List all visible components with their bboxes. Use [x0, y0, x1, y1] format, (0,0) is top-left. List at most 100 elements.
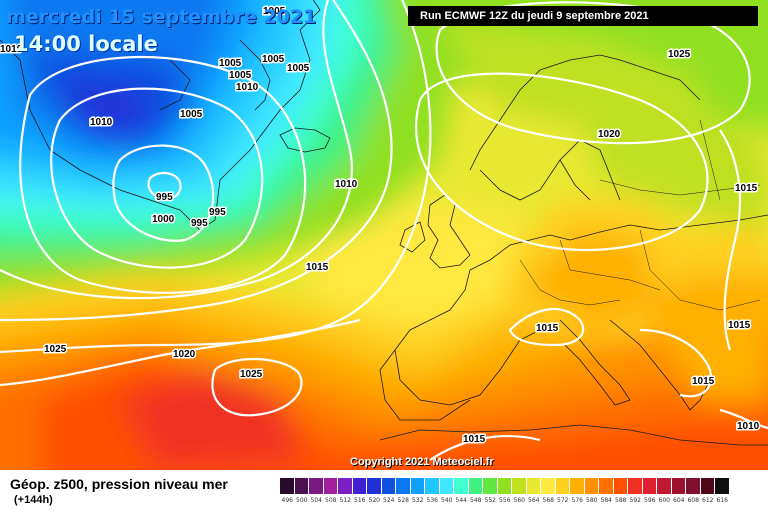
isobar-label: 1025	[668, 49, 691, 60]
isobar-label: 1000	[152, 214, 175, 225]
color-scale-labels: 496 500 504 508 512 516 520 524 528 532 536 540 544 5…	[280, 497, 730, 507]
geopotential-field	[0, 0, 768, 470]
color-scale-label: 588	[615, 497, 627, 504]
isobars	[0, 0, 768, 460]
color-swatch	[468, 478, 483, 494]
color-swatch	[526, 478, 541, 494]
color-swatch	[512, 478, 527, 494]
color-swatch	[309, 478, 324, 494]
color-swatch	[367, 478, 382, 494]
legend-bar: Géop. z500, pression niveau mer (+144h) …	[0, 470, 768, 512]
color-scale-label: 616	[716, 497, 728, 504]
color-swatch	[338, 478, 353, 494]
isobar-label: 1015	[306, 262, 329, 273]
isobar-label: 995	[156, 192, 173, 203]
color-scale-label: 580	[586, 497, 598, 504]
isobar-label: 1005	[263, 6, 286, 17]
color-swatch	[715, 478, 730, 494]
map-canvas: 1005 1005 1005 1005 1005 1010 1010 1010 …	[0, 0, 768, 470]
isobar-label: 995	[209, 207, 226, 218]
isobar-label: 1015	[728, 320, 751, 331]
isobar-label: 1020	[598, 129, 621, 140]
color-scale-label: 540	[441, 497, 453, 504]
color-swatch	[483, 478, 498, 494]
color-swatch	[570, 478, 585, 494]
isobar-label: 1015	[536, 323, 559, 334]
isobar-label: 1015	[735, 183, 758, 194]
isobar-label: 1005	[180, 109, 203, 120]
color-scale-label: 512	[339, 497, 351, 504]
color-swatch	[294, 478, 309, 494]
color-swatch	[280, 478, 295, 494]
color-scale-label: 544	[455, 497, 467, 504]
color-scale-label: 516	[354, 497, 366, 504]
isobar-label: 1020	[173, 349, 196, 360]
isobar-label: 995	[191, 218, 208, 229]
color-scale-label: 536	[426, 497, 438, 504]
color-scale-label: 612	[702, 497, 714, 504]
color-scale-label: 496	[281, 497, 293, 504]
isobar-label: 1010	[737, 421, 760, 432]
isobar-label: 1025	[44, 344, 67, 355]
color-scale-label: 500	[296, 497, 308, 504]
forecast-date: mercredi 15 septembre 2021	[6, 6, 317, 28]
color-swatch	[584, 478, 599, 494]
run-info: Run ECMWF 12Z du jeudi 9 septembre 2021	[408, 6, 758, 26]
color-scale-label: 556	[499, 497, 511, 504]
color-swatch	[599, 478, 614, 494]
color-scale-label: 504	[310, 497, 322, 504]
color-scale-label: 532	[412, 497, 424, 504]
color-scale-label: 568	[542, 497, 554, 504]
color-scale-label: 524	[383, 497, 395, 504]
color-scale-label: 600	[658, 497, 670, 504]
color-swatch	[700, 478, 715, 494]
legend-title: Géop. z500, pression niveau mer	[10, 476, 228, 492]
color-scale-label: 572	[557, 497, 569, 504]
isobar-label: 1005	[229, 70, 252, 81]
color-swatch	[381, 478, 396, 494]
isobar-label: 1010	[90, 117, 113, 128]
color-scale-label: 552	[484, 497, 496, 504]
color-scale-label: 564	[528, 497, 540, 504]
isobar-label: 1010	[335, 179, 358, 190]
color-swatch	[439, 478, 454, 494]
color-swatch	[541, 478, 556, 494]
isobar-labels: 1005 1005 1005 1005 1005 1010 1010 1010 …	[0, 5, 761, 447]
color-swatch	[686, 478, 701, 494]
color-scale-label: 548	[470, 497, 482, 504]
color-scale-label: 596	[644, 497, 656, 504]
color-scale-label: 576	[571, 497, 583, 504]
isobar-label: 1010	[0, 44, 23, 55]
color-swatch	[323, 478, 338, 494]
isobar-label: 1025	[240, 369, 263, 380]
isobar-label: 1005	[262, 54, 285, 65]
color-swatch	[425, 478, 440, 494]
color-swatch	[454, 478, 469, 494]
color-scale-label: 608	[687, 497, 699, 504]
color-swatch	[555, 478, 570, 494]
color-swatch	[352, 478, 367, 494]
color-swatch	[613, 478, 628, 494]
color-scale-label: 584	[600, 497, 612, 504]
color-swatch	[642, 478, 657, 494]
legend-lead-time: (+144h)	[14, 494, 53, 506]
isobar-label: 1005	[219, 58, 242, 69]
copyright: Copyright 2021 Meteociel.fr	[350, 456, 494, 468]
isobar-label: 1010	[236, 82, 259, 93]
color-scale-label: 508	[325, 497, 337, 504]
color-swatch	[497, 478, 512, 494]
color-scale	[280, 478, 730, 494]
isobar-label: 1015	[463, 434, 486, 445]
color-swatch	[396, 478, 411, 494]
color-scale-label: 528	[397, 497, 409, 504]
color-scale-label: 592	[629, 497, 641, 504]
color-scale-label: 604	[673, 497, 685, 504]
isobar-label: 1015	[692, 376, 715, 387]
isobar-label: 1005	[287, 63, 310, 74]
color-scale-label: 560	[513, 497, 525, 504]
color-swatch	[671, 478, 686, 494]
color-scale-label: 520	[368, 497, 380, 504]
color-swatch	[657, 478, 672, 494]
forecast-map: 1005 1005 1005 1005 1005 1010 1010 1010 …	[0, 0, 768, 470]
